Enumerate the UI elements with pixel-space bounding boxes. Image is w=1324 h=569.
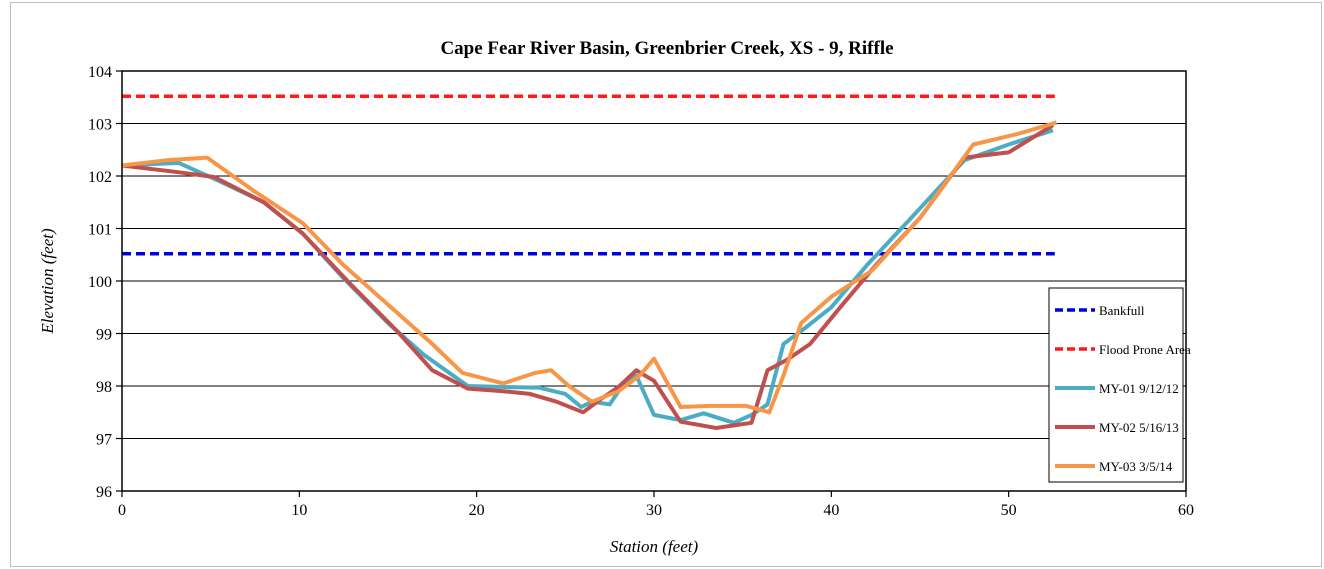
y-tick-label: 103 [88,117,112,134]
legend-label: MY-01 9/12/12 [1099,381,1179,396]
legend-box [1048,287,1184,483]
x-tick-label: 50 [1001,502,1017,519]
axis-ticks: 96 97 98 99 100 101 102 103 104 0 10 20 30 40 50 60 [88,64,1194,519]
legend-label: MY-02 5/16/13 [1099,420,1179,435]
y-tick-label: 96 [96,484,112,501]
y-tick-label: 101 [88,222,112,239]
chart-frame: Cape Fear River Basin, Greenbrier Creek,… [10,2,1322,567]
legend: Bankfull Flood Prone Area MY-01 9/12/12 MY-… [1048,287,1191,483]
series-line-my-03-3-5-14 [121,120,1058,415]
x-tick-label: 10 [291,502,307,519]
legend-label: MY-03 3/5/14 [1099,459,1173,474]
x-tick-label: 40 [823,502,839,519]
series-layer [121,94,1058,430]
series-line-my-01-9-12-12 [121,128,1054,425]
x-tick-label: 0 [118,502,126,519]
x-tick-label: 30 [646,502,662,519]
legend-label: Bankfull [1099,303,1145,318]
x-axis-label: Station (feet) [610,537,699,556]
y-tick-label: 98 [96,379,112,396]
y-axis-label: Elevation (feet) [38,228,57,335]
line-chart: Cape Fear River Basin, Greenbrier Creek,… [38,38,1194,556]
gridlines [122,123,1186,439]
legend-label: Flood Prone Area [1099,342,1191,357]
y-tick-label: 99 [96,327,112,344]
x-tick-label: 60 [1178,502,1194,519]
y-tick-label: 97 [96,432,112,449]
y-tick-label: 100 [88,274,112,291]
chart-title: Cape Fear River Basin, Greenbrier Creek,… [440,38,893,59]
y-tick-label: 104 [88,64,112,81]
y-tick-label: 102 [88,169,112,186]
series-line-my-02-5-16-13 [121,123,1055,430]
x-tick-label: 20 [469,502,485,519]
